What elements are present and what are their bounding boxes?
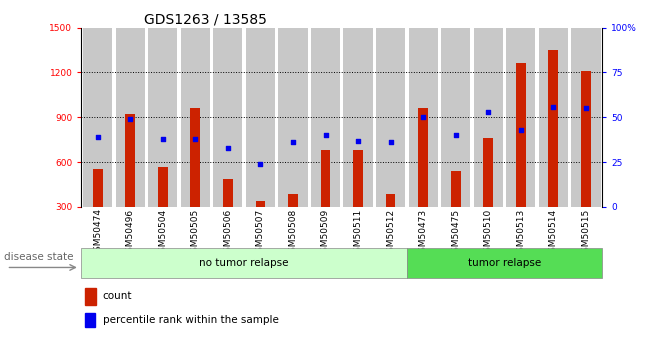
Bar <box>148 28 178 207</box>
Bar <box>549 50 559 207</box>
Bar <box>344 28 372 207</box>
Bar <box>409 28 437 207</box>
Bar <box>311 28 340 207</box>
Bar <box>116 28 145 207</box>
Bar <box>516 63 526 207</box>
Bar <box>255 201 266 207</box>
Bar <box>450 171 461 207</box>
Point <box>548 104 559 109</box>
Bar <box>191 108 201 207</box>
Bar <box>572 28 600 207</box>
Text: disease state: disease state <box>4 252 74 262</box>
Bar <box>483 138 493 207</box>
Bar <box>85 288 96 305</box>
Point <box>92 134 103 140</box>
Text: count: count <box>103 291 132 301</box>
Point <box>516 127 526 132</box>
Point <box>288 140 298 145</box>
Bar <box>246 28 275 207</box>
Bar <box>353 150 363 207</box>
Bar <box>279 28 308 207</box>
Bar <box>321 150 331 207</box>
Bar <box>441 28 471 207</box>
Bar <box>376 28 405 207</box>
Point <box>190 136 201 141</box>
Point <box>418 115 428 120</box>
Text: no tumor relapse: no tumor relapse <box>199 258 289 268</box>
Point <box>158 136 168 141</box>
Bar <box>93 169 103 207</box>
Bar <box>539 28 568 207</box>
Bar <box>181 28 210 207</box>
Bar <box>419 108 428 207</box>
Bar <box>158 167 168 207</box>
Bar <box>506 28 535 207</box>
Bar <box>83 28 112 207</box>
Point <box>223 145 233 150</box>
Point <box>320 132 331 138</box>
Text: percentile rank within the sample: percentile rank within the sample <box>103 315 279 325</box>
Bar <box>214 28 243 207</box>
Bar <box>288 194 298 207</box>
Text: tumor relapse: tumor relapse <box>468 258 541 268</box>
Bar <box>223 179 233 207</box>
Bar <box>474 28 503 207</box>
Point <box>581 106 591 111</box>
Bar <box>581 71 591 207</box>
Bar <box>125 114 135 207</box>
Point <box>125 116 135 122</box>
Bar <box>85 313 95 327</box>
Bar <box>386 194 396 207</box>
Text: GDS1263 / 13585: GDS1263 / 13585 <box>144 12 267 27</box>
Point <box>255 161 266 167</box>
Point <box>483 109 493 115</box>
Point <box>385 140 396 145</box>
Point <box>353 138 363 144</box>
Point <box>450 132 461 138</box>
